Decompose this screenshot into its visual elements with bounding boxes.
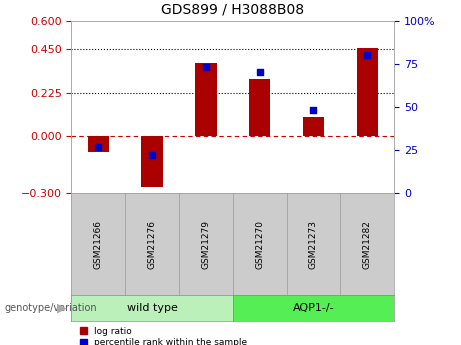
Text: GSM21276: GSM21276 xyxy=(148,219,157,269)
Legend: log ratio, percentile rank within the sample: log ratio, percentile rank within the sa… xyxy=(80,327,248,345)
Point xyxy=(148,152,156,158)
Point xyxy=(202,65,210,70)
Point xyxy=(256,70,263,75)
Text: AQP1-/-: AQP1-/- xyxy=(293,303,334,313)
Text: GSM21273: GSM21273 xyxy=(309,219,318,269)
Bar xyxy=(142,136,163,187)
Point xyxy=(364,52,371,58)
Text: ▶: ▶ xyxy=(57,302,67,314)
Text: wild type: wild type xyxy=(127,303,177,313)
Text: GSM21270: GSM21270 xyxy=(255,219,264,269)
Title: GDS899 / H3088B08: GDS899 / H3088B08 xyxy=(161,3,304,17)
Text: GSM21266: GSM21266 xyxy=(94,219,103,269)
Text: GSM21282: GSM21282 xyxy=(363,220,372,268)
Bar xyxy=(249,79,271,136)
Bar xyxy=(195,63,217,136)
Point xyxy=(310,108,317,113)
Text: GSM21279: GSM21279 xyxy=(201,219,210,269)
Text: genotype/variation: genotype/variation xyxy=(5,303,97,313)
Bar xyxy=(88,136,109,152)
Bar xyxy=(356,48,378,136)
Point xyxy=(95,144,102,149)
Bar xyxy=(303,117,324,136)
